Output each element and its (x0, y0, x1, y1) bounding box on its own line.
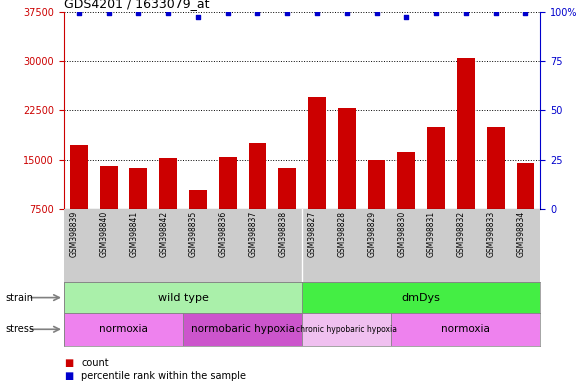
Text: GDS4201 / 1633079_at: GDS4201 / 1633079_at (64, 0, 209, 10)
Point (491, 10, 500, 17)
Bar (457, 58, 475, 259)
Text: GSM398840: GSM398840 (99, 211, 109, 257)
Text: GSM398830: GSM398830 (397, 211, 406, 257)
Text: normoxia: normoxia (442, 324, 490, 334)
Text: dmDys: dmDys (402, 293, 440, 303)
Bar (249, 143, 267, 259)
Text: GSM398829: GSM398829 (368, 211, 376, 257)
Point (372, 10, 381, 17)
Bar (183, 313, 302, 346)
Bar (189, 190, 207, 259)
Bar (130, 168, 148, 259)
Point (461, 10, 471, 17)
Text: normobaric hypoxia: normobaric hypoxia (191, 324, 295, 334)
Bar (397, 152, 415, 259)
Text: GSM398837: GSM398837 (249, 211, 257, 257)
Text: GSM398827: GSM398827 (308, 211, 317, 257)
Bar (487, 127, 504, 259)
Point (223, 10, 232, 17)
Text: GSM398831: GSM398831 (427, 211, 436, 257)
Text: GSM398833: GSM398833 (487, 211, 496, 257)
Bar (219, 157, 236, 259)
Bar (302, 282, 540, 313)
Text: chronic hypobaric hypoxia: chronic hypobaric hypoxia (296, 325, 397, 334)
Bar (308, 97, 326, 259)
Text: GSM398835: GSM398835 (189, 211, 198, 257)
Text: GSM398842: GSM398842 (159, 211, 168, 257)
Point (282, 10, 292, 17)
Text: GSM398834: GSM398834 (517, 211, 525, 257)
Text: percentile rank within the sample: percentile rank within the sample (81, 371, 246, 381)
Bar (100, 166, 117, 259)
Text: count: count (81, 358, 109, 368)
Point (163, 10, 173, 17)
Point (104, 10, 113, 17)
Text: stress: stress (6, 324, 35, 334)
Text: GSM398841: GSM398841 (130, 211, 138, 257)
Text: ■: ■ (64, 371, 73, 381)
Bar (64, 313, 183, 346)
Bar (302, 313, 392, 346)
Bar (517, 163, 535, 259)
Point (342, 10, 352, 17)
Text: normoxia: normoxia (99, 324, 148, 334)
Bar (427, 127, 445, 259)
Point (74, 10, 84, 17)
Bar (64, 282, 302, 313)
Text: GSM398838: GSM398838 (278, 211, 287, 257)
Text: ■: ■ (64, 358, 73, 368)
Text: GSM398836: GSM398836 (218, 211, 228, 257)
Text: GSM398828: GSM398828 (338, 211, 347, 257)
Text: wild type: wild type (157, 293, 209, 303)
Bar (70, 145, 88, 259)
Bar (368, 160, 386, 259)
Point (253, 10, 262, 17)
Point (193, 14, 203, 20)
Text: GSM398832: GSM398832 (457, 211, 466, 257)
Text: GSM398839: GSM398839 (70, 211, 79, 257)
Bar (159, 158, 177, 259)
Point (432, 10, 441, 17)
Point (134, 10, 143, 17)
Bar (278, 168, 296, 259)
Bar (338, 108, 356, 259)
Point (313, 10, 322, 17)
Text: strain: strain (6, 293, 34, 303)
Bar (392, 313, 540, 346)
Point (521, 10, 530, 17)
Point (401, 14, 411, 20)
